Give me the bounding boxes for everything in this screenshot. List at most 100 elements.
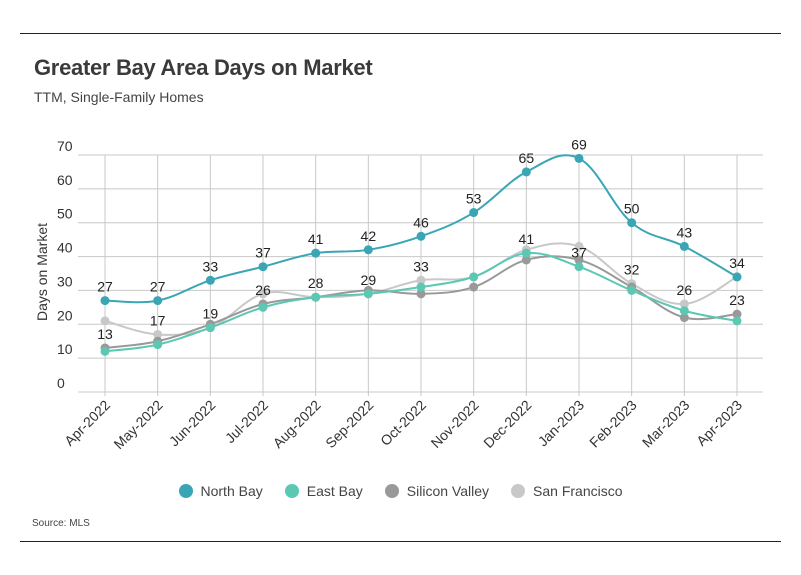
east-bay-point	[258, 302, 268, 312]
y-axis-ticks: 0 10 20 30 40 50 60 70	[57, 138, 73, 391]
silicon-valley-data-label: 13	[97, 326, 113, 342]
north-bay-data-label: 53	[466, 191, 482, 207]
san-francisco-data-label: 29	[361, 272, 377, 288]
legend-swatch-silicon-valley	[384, 484, 399, 498]
north-bay-point	[363, 245, 373, 255]
silicon-valley-data-label: 23	[729, 292, 745, 308]
y-tick-label: 20	[57, 307, 73, 323]
gridlines	[78, 154, 763, 396]
north-bay-point	[627, 218, 637, 228]
silicon-valley-data-label: 26	[255, 282, 271, 298]
san-francisco-point	[574, 241, 584, 251]
legend-swatch-san-francisco	[511, 484, 526, 498]
silicon-valley-point	[416, 289, 426, 299]
series-points	[100, 153, 742, 356]
north-bay-point	[258, 262, 268, 272]
y-tick-label: 40	[57, 240, 73, 256]
east-bay-point	[363, 289, 373, 299]
east-bay-point	[205, 323, 215, 333]
san-francisco-data-label: 33	[413, 258, 429, 274]
x-tick-label: Apr-2023	[693, 397, 745, 449]
san-francisco-data-label: 32	[624, 262, 640, 278]
north-bay-point	[679, 241, 689, 251]
east-bay-point	[416, 282, 426, 292]
san-francisco-data-label: 26	[677, 282, 693, 298]
bottom-rule	[20, 541, 781, 542]
x-tick-label: Jul-2022	[222, 397, 271, 446]
north-bay-point	[311, 248, 321, 258]
legend-label-san-francisco: San Francisco	[533, 483, 623, 499]
y-tick-label: 30	[57, 273, 73, 289]
north-bay-data-label: 37	[255, 245, 271, 261]
legend-label-east-bay: East Bay	[306, 483, 363, 499]
north-bay-point	[732, 272, 742, 282]
north-bay-point	[100, 296, 110, 306]
san-francisco-point	[258, 289, 268, 299]
san-francisco-point	[679, 299, 689, 309]
east-bay-point	[469, 272, 479, 282]
x-tick-label: Oct-2022	[377, 397, 429, 449]
y-tick-label: 70	[57, 138, 73, 154]
north-bay-data-label: 69	[571, 136, 587, 152]
x-tick-label: Dec-2022	[480, 397, 534, 451]
north-bay-data-label: 33	[203, 258, 219, 274]
silicon-valley-point	[732, 309, 742, 319]
north-bay-data-label: 65	[519, 150, 535, 166]
chart-subtitle: TTM, Single-Family Homes	[34, 89, 204, 105]
north-bay-data-label: 27	[97, 279, 113, 295]
x-tick-label: Nov-2022	[428, 397, 482, 451]
legend-swatch-north-bay	[178, 484, 193, 498]
legend-item-silicon-valley: Silicon Valley	[384, 483, 490, 499]
x-tick-label: Jan-2023	[535, 397, 588, 450]
x-tick-label: Sep-2022	[322, 397, 376, 451]
east-bay-point	[100, 346, 110, 356]
san-francisco-point	[100, 316, 110, 326]
north-bay-point	[521, 167, 531, 177]
north-bay-point	[153, 296, 163, 306]
north-bay-data-label: 41	[308, 231, 324, 247]
silicon-valley-point	[521, 255, 531, 265]
y-tick-label: 10	[57, 341, 73, 357]
san-francisco-data-label: 19	[203, 306, 219, 322]
legend-item-north-bay: North Bay	[178, 483, 263, 499]
x-tick-label: Mar-2023	[639, 397, 693, 451]
legend: North Bay East Bay Silicon Valley San Franc…	[0, 483, 801, 499]
x-tick-label: Jun-2022	[166, 397, 219, 450]
silicon-valley-point	[574, 255, 584, 265]
north-bay-point	[205, 275, 215, 285]
east-bay-point	[574, 262, 584, 272]
east-bay-point	[311, 292, 321, 302]
top-rule	[20, 33, 781, 34]
silicon-valley-data-label: 28	[308, 275, 324, 291]
silicon-valley-point	[679, 313, 689, 323]
north-bay-point	[416, 231, 426, 241]
north-bay-data-label: 42	[361, 228, 377, 244]
source-note: Source: MLS	[32, 518, 90, 529]
east-bay-point	[521, 248, 531, 258]
legend-label-silicon-valley: Silicon Valley	[406, 483, 490, 499]
east-bay-point	[627, 285, 637, 295]
x-tick-label: May-2022	[110, 397, 165, 452]
silicon-valley-point	[469, 282, 479, 292]
san-francisco-point	[153, 329, 163, 339]
east-bay-data-label: 37	[571, 245, 587, 261]
east-bay-point	[679, 306, 689, 316]
north-bay-data-label: 27	[150, 279, 166, 295]
data-labels: 27 27 33 37 41 42 46 53 65 69 50 43 34 41 37 13 26 28 23 17…	[97, 136, 745, 342]
east-bay-data-label: 41	[519, 231, 535, 247]
chart-title: Greater Bay Area Days on Market	[34, 55, 373, 80]
x-tick-label: Aug-2022	[270, 397, 324, 451]
east-bay-point	[153, 340, 163, 350]
legend-swatch-east-bay	[284, 484, 299, 498]
y-axis-label: Days on Market	[34, 223, 50, 321]
y-tick-label: 0	[57, 375, 65, 391]
legend-item-east-bay: East Bay	[284, 483, 363, 499]
san-francisco-point	[416, 275, 426, 285]
north-bay-data-label: 43	[677, 224, 693, 240]
east-bay-point	[732, 316, 742, 326]
north-bay-data-label: 50	[624, 201, 640, 217]
san-francisco-data-label: 17	[150, 312, 166, 328]
north-bay-data-label: 34	[729, 255, 745, 271]
